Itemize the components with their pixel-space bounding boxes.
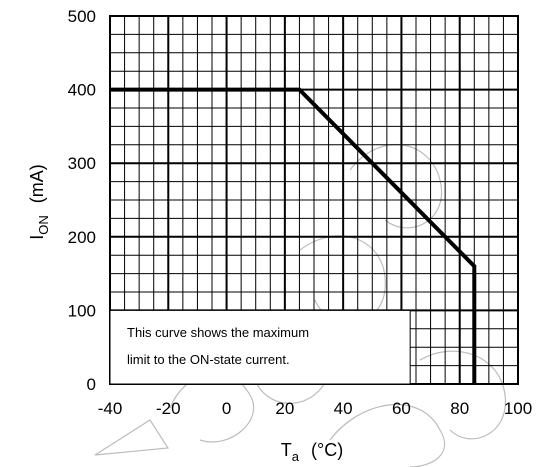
x-tick-label: 0 <box>222 399 231 418</box>
x-tick-label: -20 <box>156 399 181 418</box>
annotation-box: This curve shows the maximum limit to th… <box>109 309 411 385</box>
y-tick-label: 400 <box>68 81 96 100</box>
y-tick-label: 500 <box>68 7 96 26</box>
x-tick-label: 100 <box>504 399 532 418</box>
series-line <box>110 87 477 384</box>
data-points <box>109 89 475 385</box>
y-tick-label: 100 <box>68 301 96 320</box>
x-tick-label: 20 <box>275 399 294 418</box>
x-tick-label: 40 <box>334 399 353 418</box>
watermark <box>94 143 506 467</box>
annotation-line-2: limit to the ON-state current. <box>127 352 290 367</box>
x-tick-labels: -40 -20 0 20 40 60 80 100 <box>98 399 532 418</box>
annotation-line-1: This curve shows the maximum <box>127 325 309 340</box>
y-tick-labels: 0 100 200 300 400 500 <box>68 7 96 394</box>
x-axis-label-sub: a <box>292 449 300 464</box>
y-axis-label-unit: (mA) <box>27 164 47 203</box>
y-axis-label-sub: ON <box>36 215 51 235</box>
x-tick-label: 60 <box>392 399 411 418</box>
x-axis-label-main: T <box>281 440 292 460</box>
annotation-rect <box>109 309 411 385</box>
x-tick-label: -40 <box>98 399 123 418</box>
x-tick-label: 80 <box>450 399 469 418</box>
y-tick-label: 200 <box>68 228 96 247</box>
y-tick-label: 300 <box>68 154 96 173</box>
x-axis-label: Ta (°C) <box>281 440 343 464</box>
y-tick-label: 0 <box>87 375 96 394</box>
y-axis-label-main: I <box>27 235 47 240</box>
y-axis-label: ION (mA) <box>27 164 51 240</box>
x-axis-label-unit: (°C) <box>311 440 343 460</box>
